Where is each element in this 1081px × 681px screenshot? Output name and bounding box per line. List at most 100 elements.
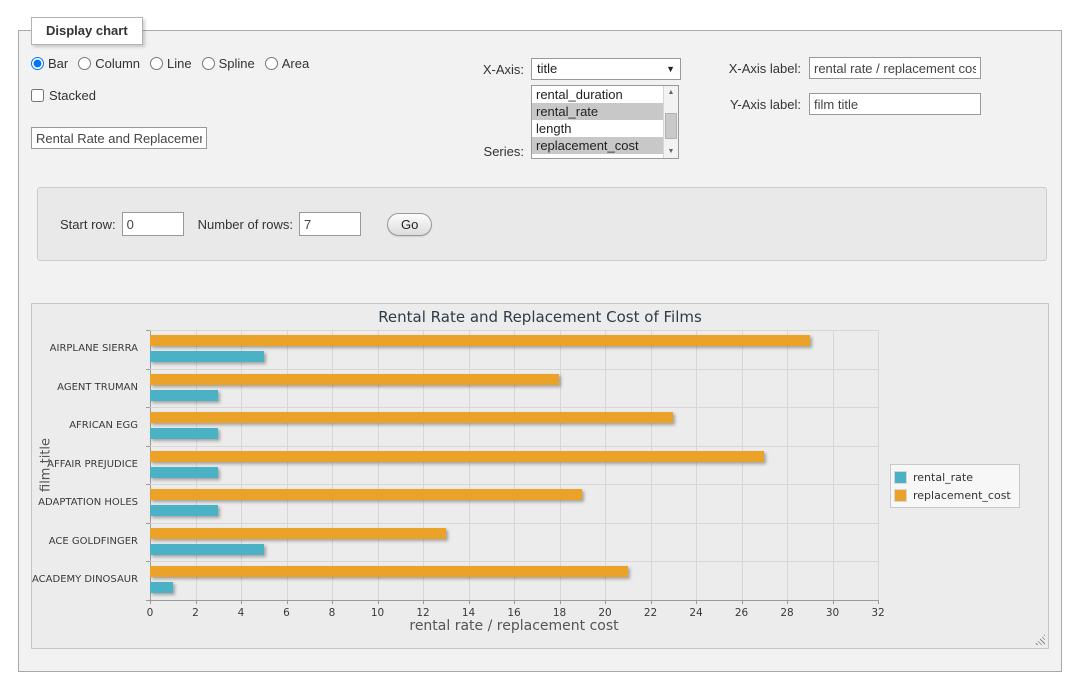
chart-type-radio-area[interactable] — [265, 57, 278, 70]
num-rows-label: Number of rows: — [198, 217, 293, 232]
chart-title: Rental Rate and Replacement Cost of Film… — [32, 308, 1048, 326]
series-select-label: Series: — [414, 144, 524, 159]
series-options: rental_durationrental_ratelengthreplacem… — [532, 86, 663, 158]
category-band — [150, 484, 878, 523]
scroll-down-icon[interactable]: ▼ — [664, 145, 678, 158]
resize-handle-icon[interactable] — [1034, 634, 1045, 645]
bar-rental_rate — [150, 582, 173, 593]
x-axis-tick-label: 8 — [329, 607, 336, 619]
x-axis-select-label: X-Axis: — [414, 62, 524, 77]
chart-type-radios: Bar Column Line Spline Area — [31, 56, 319, 71]
x-axis-tick-label: 10 — [371, 607, 384, 619]
category-band — [150, 369, 878, 408]
chart-type-option-spline[interactable]: Spline — [202, 56, 255, 71]
x-axis-tick — [332, 600, 333, 604]
bar-rental_rate — [150, 351, 264, 362]
x-axis-tick — [423, 600, 424, 604]
legend-swatch-icon — [894, 471, 907, 484]
bar-rental_rate — [150, 544, 264, 555]
y-axis-tick — [146, 407, 150, 408]
chart-legend: rental_rate replacement_cost — [890, 464, 1020, 508]
num-rows-input[interactable] — [299, 212, 361, 236]
bar-replacement_cost — [150, 374, 559, 385]
y-axis-category-label: ACADEMY DINOSAUR — [32, 561, 138, 600]
series-scrollbar[interactable]: ▲ ▼ — [663, 86, 678, 158]
category-band — [150, 330, 878, 369]
x-axis-tick-label: 32 — [871, 607, 884, 619]
x-axis-tick-label: 20 — [598, 607, 611, 619]
x-axis-label-input[interactable] — [809, 57, 981, 79]
x-axis-tick-label: 16 — [507, 607, 520, 619]
series-option-length[interactable]: length — [532, 120, 663, 137]
bar-rental_rate — [150, 505, 218, 516]
y-axis-category-label: ACE GOLDFINGER — [32, 523, 138, 562]
bar-replacement_cost — [150, 528, 446, 539]
y-axis-category-label: AGENT TRUMAN — [32, 369, 138, 408]
display-chart-panel: Display chart BarColumnLineSplineArea St… — [18, 30, 1062, 672]
go-button[interactable]: Go — [387, 213, 432, 236]
start-row-label: Start row: — [60, 217, 116, 232]
y-axis-category-label: AIRPLANE SIERRA — [32, 330, 138, 369]
x-axis-tick — [514, 600, 515, 604]
x-axis-tick-label: 2 — [192, 607, 199, 619]
bar-replacement_cost — [150, 489, 582, 500]
chart-type-radio-bar[interactable] — [31, 57, 44, 70]
y-axis-tick — [146, 330, 150, 331]
x-axis-tick-label: 18 — [553, 607, 566, 619]
stacked-row: Stacked — [31, 88, 96, 103]
chart-type-option-line[interactable]: Line — [150, 56, 192, 71]
bar-rental_rate — [150, 428, 218, 439]
scroll-up-icon[interactable]: ▲ — [664, 86, 678, 99]
chart-type-option-column[interactable]: Column — [78, 56, 140, 71]
x-axis-tick — [287, 600, 288, 604]
x-axis-tick-label: 14 — [462, 607, 475, 619]
category-band — [150, 561, 878, 600]
stacked-label: Stacked — [49, 88, 96, 103]
x-axis-select[interactable]: title ▼ — [531, 58, 681, 80]
x-axis-label-label: X-Axis label: — [691, 61, 801, 76]
legend-item-replacement_cost: replacement_cost — [894, 486, 1011, 504]
x-axis-tick-label: 4 — [238, 607, 245, 619]
x-axis-tick — [241, 600, 242, 604]
y-axis-tick — [146, 369, 150, 370]
series-option-replacement_cost[interactable]: replacement_cost — [532, 137, 663, 154]
stacked-checkbox[interactable] — [31, 89, 44, 102]
chart-type-option-area[interactable]: Area — [265, 56, 309, 71]
y-axis-category-label: AFFAIR PREJUDICE — [32, 446, 138, 485]
x-axis-tick — [651, 600, 652, 604]
y-axis-tick — [146, 600, 150, 601]
chart-type-radio-spline[interactable] — [202, 57, 215, 70]
x-axis-tick — [560, 600, 561, 604]
x-axis-selected-value: title — [537, 61, 557, 76]
x-axis-tick-label: 22 — [644, 607, 657, 619]
series-option-rental_duration[interactable]: rental_duration — [532, 86, 663, 103]
series-multiselect[interactable]: rental_durationrental_ratelengthreplacem… — [531, 85, 679, 159]
chart-type-radio-column[interactable] — [78, 57, 91, 70]
x-axis-tick-label: 6 — [283, 607, 290, 619]
y-axis-tick — [146, 484, 150, 485]
chart-title-input[interactable] — [31, 127, 207, 149]
scrollbar-thumb[interactable] — [665, 113, 677, 139]
y-axis-tick — [146, 446, 150, 447]
x-axis-tick-label: 0 — [147, 607, 154, 619]
x-axis-tick — [878, 600, 879, 604]
y-axis-tick — [146, 561, 150, 562]
y-axis-tick — [146, 523, 150, 524]
y-axis-label-label: Y-Axis label: — [691, 97, 801, 112]
category-band — [150, 523, 878, 562]
chart-type-radio-line[interactable] — [150, 57, 163, 70]
x-axis-tick — [605, 600, 606, 604]
x-axis-tick — [742, 600, 743, 604]
chart-type-option-bar[interactable]: Bar — [31, 56, 68, 71]
chart-container: Rental Rate and Replacement Cost of Film… — [31, 303, 1049, 649]
legend-item-rental_rate: rental_rate — [894, 468, 1011, 486]
start-row-input[interactable] — [122, 212, 184, 236]
rows-controls: Start row: Number of rows: Go — [37, 187, 1047, 261]
bar-rental_rate — [150, 467, 218, 478]
legend-label: rental_rate — [913, 471, 973, 484]
x-axis-tick — [833, 600, 834, 604]
series-option-rental_rate[interactable]: rental_rate — [532, 103, 663, 120]
y-axis-label-input[interactable] — [809, 93, 981, 115]
plot-area — [150, 330, 878, 600]
panel-title: Display chart — [31, 17, 143, 45]
